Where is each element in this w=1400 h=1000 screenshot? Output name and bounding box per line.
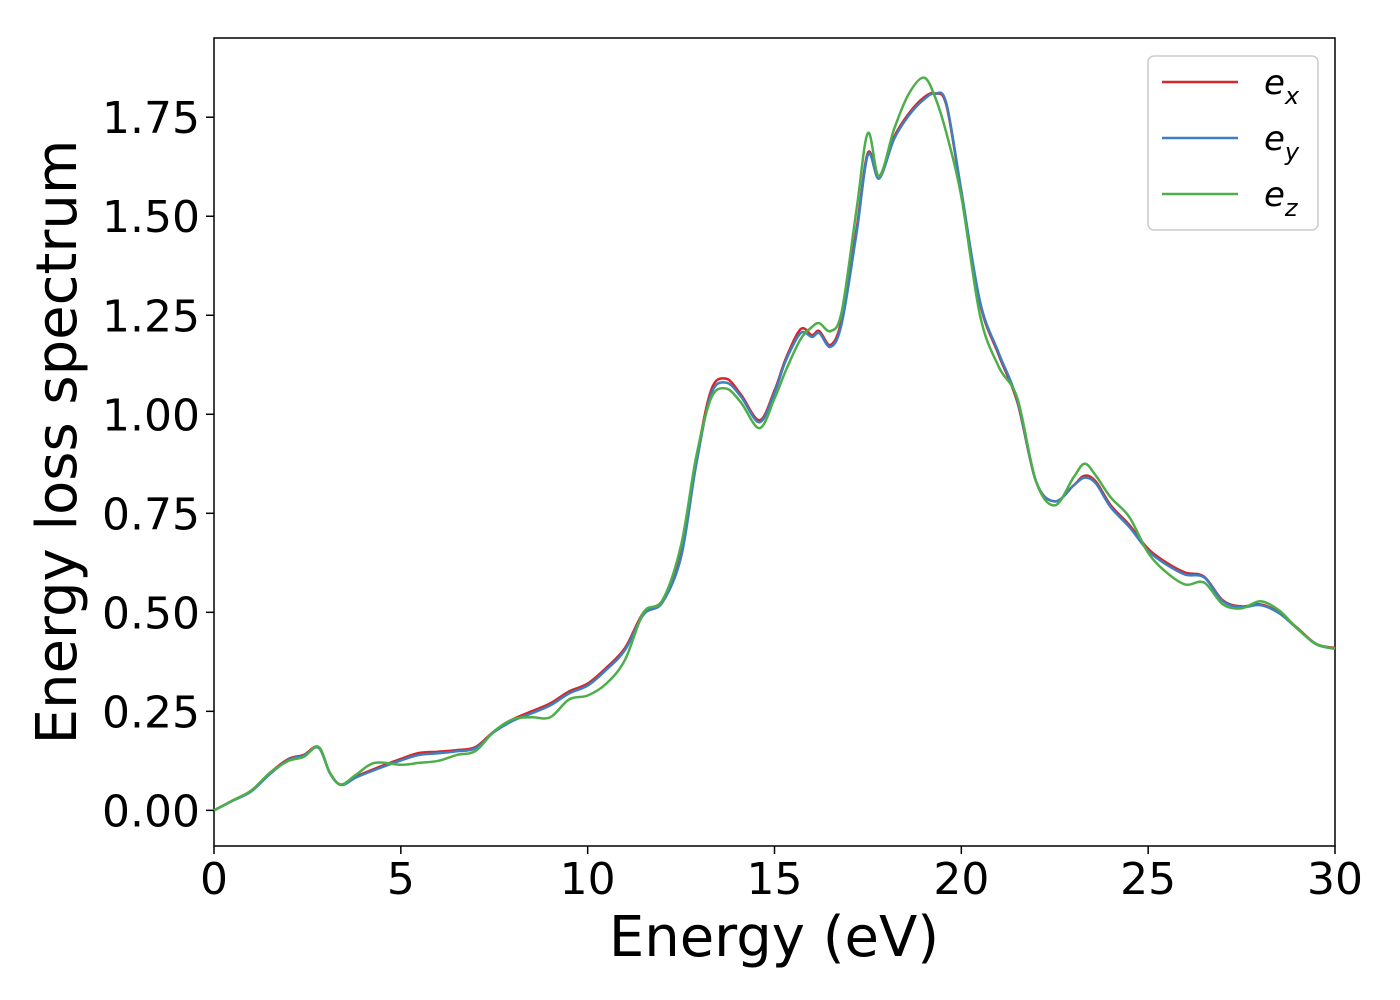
legend: ex ey ez <box>1147 55 1319 231</box>
x-axis-label: Energy (eV) <box>609 905 939 970</box>
legend-label: ey <box>1264 119 1300 166</box>
y-axis-ticks: 0.00 0.25 0.50 0.75 1.00 1.25 1.50 1.75 <box>102 93 214 837</box>
series-line-e-x <box>213 91 1336 812</box>
y-tick-label: 1.25 <box>102 291 200 342</box>
series-line-e-z <box>213 76 1336 812</box>
y-tick-label: 1.75 <box>102 93 200 144</box>
y-tick-label: 0.75 <box>102 489 200 540</box>
y-tick-label: 0.00 <box>102 786 200 837</box>
x-tick-label: 0 <box>200 854 228 905</box>
x-tick-label: 5 <box>387 854 415 905</box>
x-tick-label: 10 <box>560 854 616 905</box>
legend-box <box>1147 55 1319 231</box>
legend-label: ez <box>1264 175 1299 222</box>
x-tick-label: 25 <box>1120 854 1176 905</box>
legend-label: ex <box>1264 63 1300 110</box>
x-tick-label: 30 <box>1307 854 1363 905</box>
y-tick-label: 1.00 <box>102 390 200 441</box>
y-tick-label: 1.50 <box>102 192 200 243</box>
x-tick-label: 20 <box>933 854 989 905</box>
y-tick-label: 0.50 <box>102 588 200 639</box>
series-lines <box>213 76 1336 812</box>
x-tick-label: 15 <box>747 854 803 905</box>
y-axis-label: Energy loss spectrum <box>25 140 90 745</box>
y-tick-label: 0.25 <box>102 687 200 738</box>
x-axis-ticks: 0 5 10 15 20 25 30 <box>200 846 1363 905</box>
